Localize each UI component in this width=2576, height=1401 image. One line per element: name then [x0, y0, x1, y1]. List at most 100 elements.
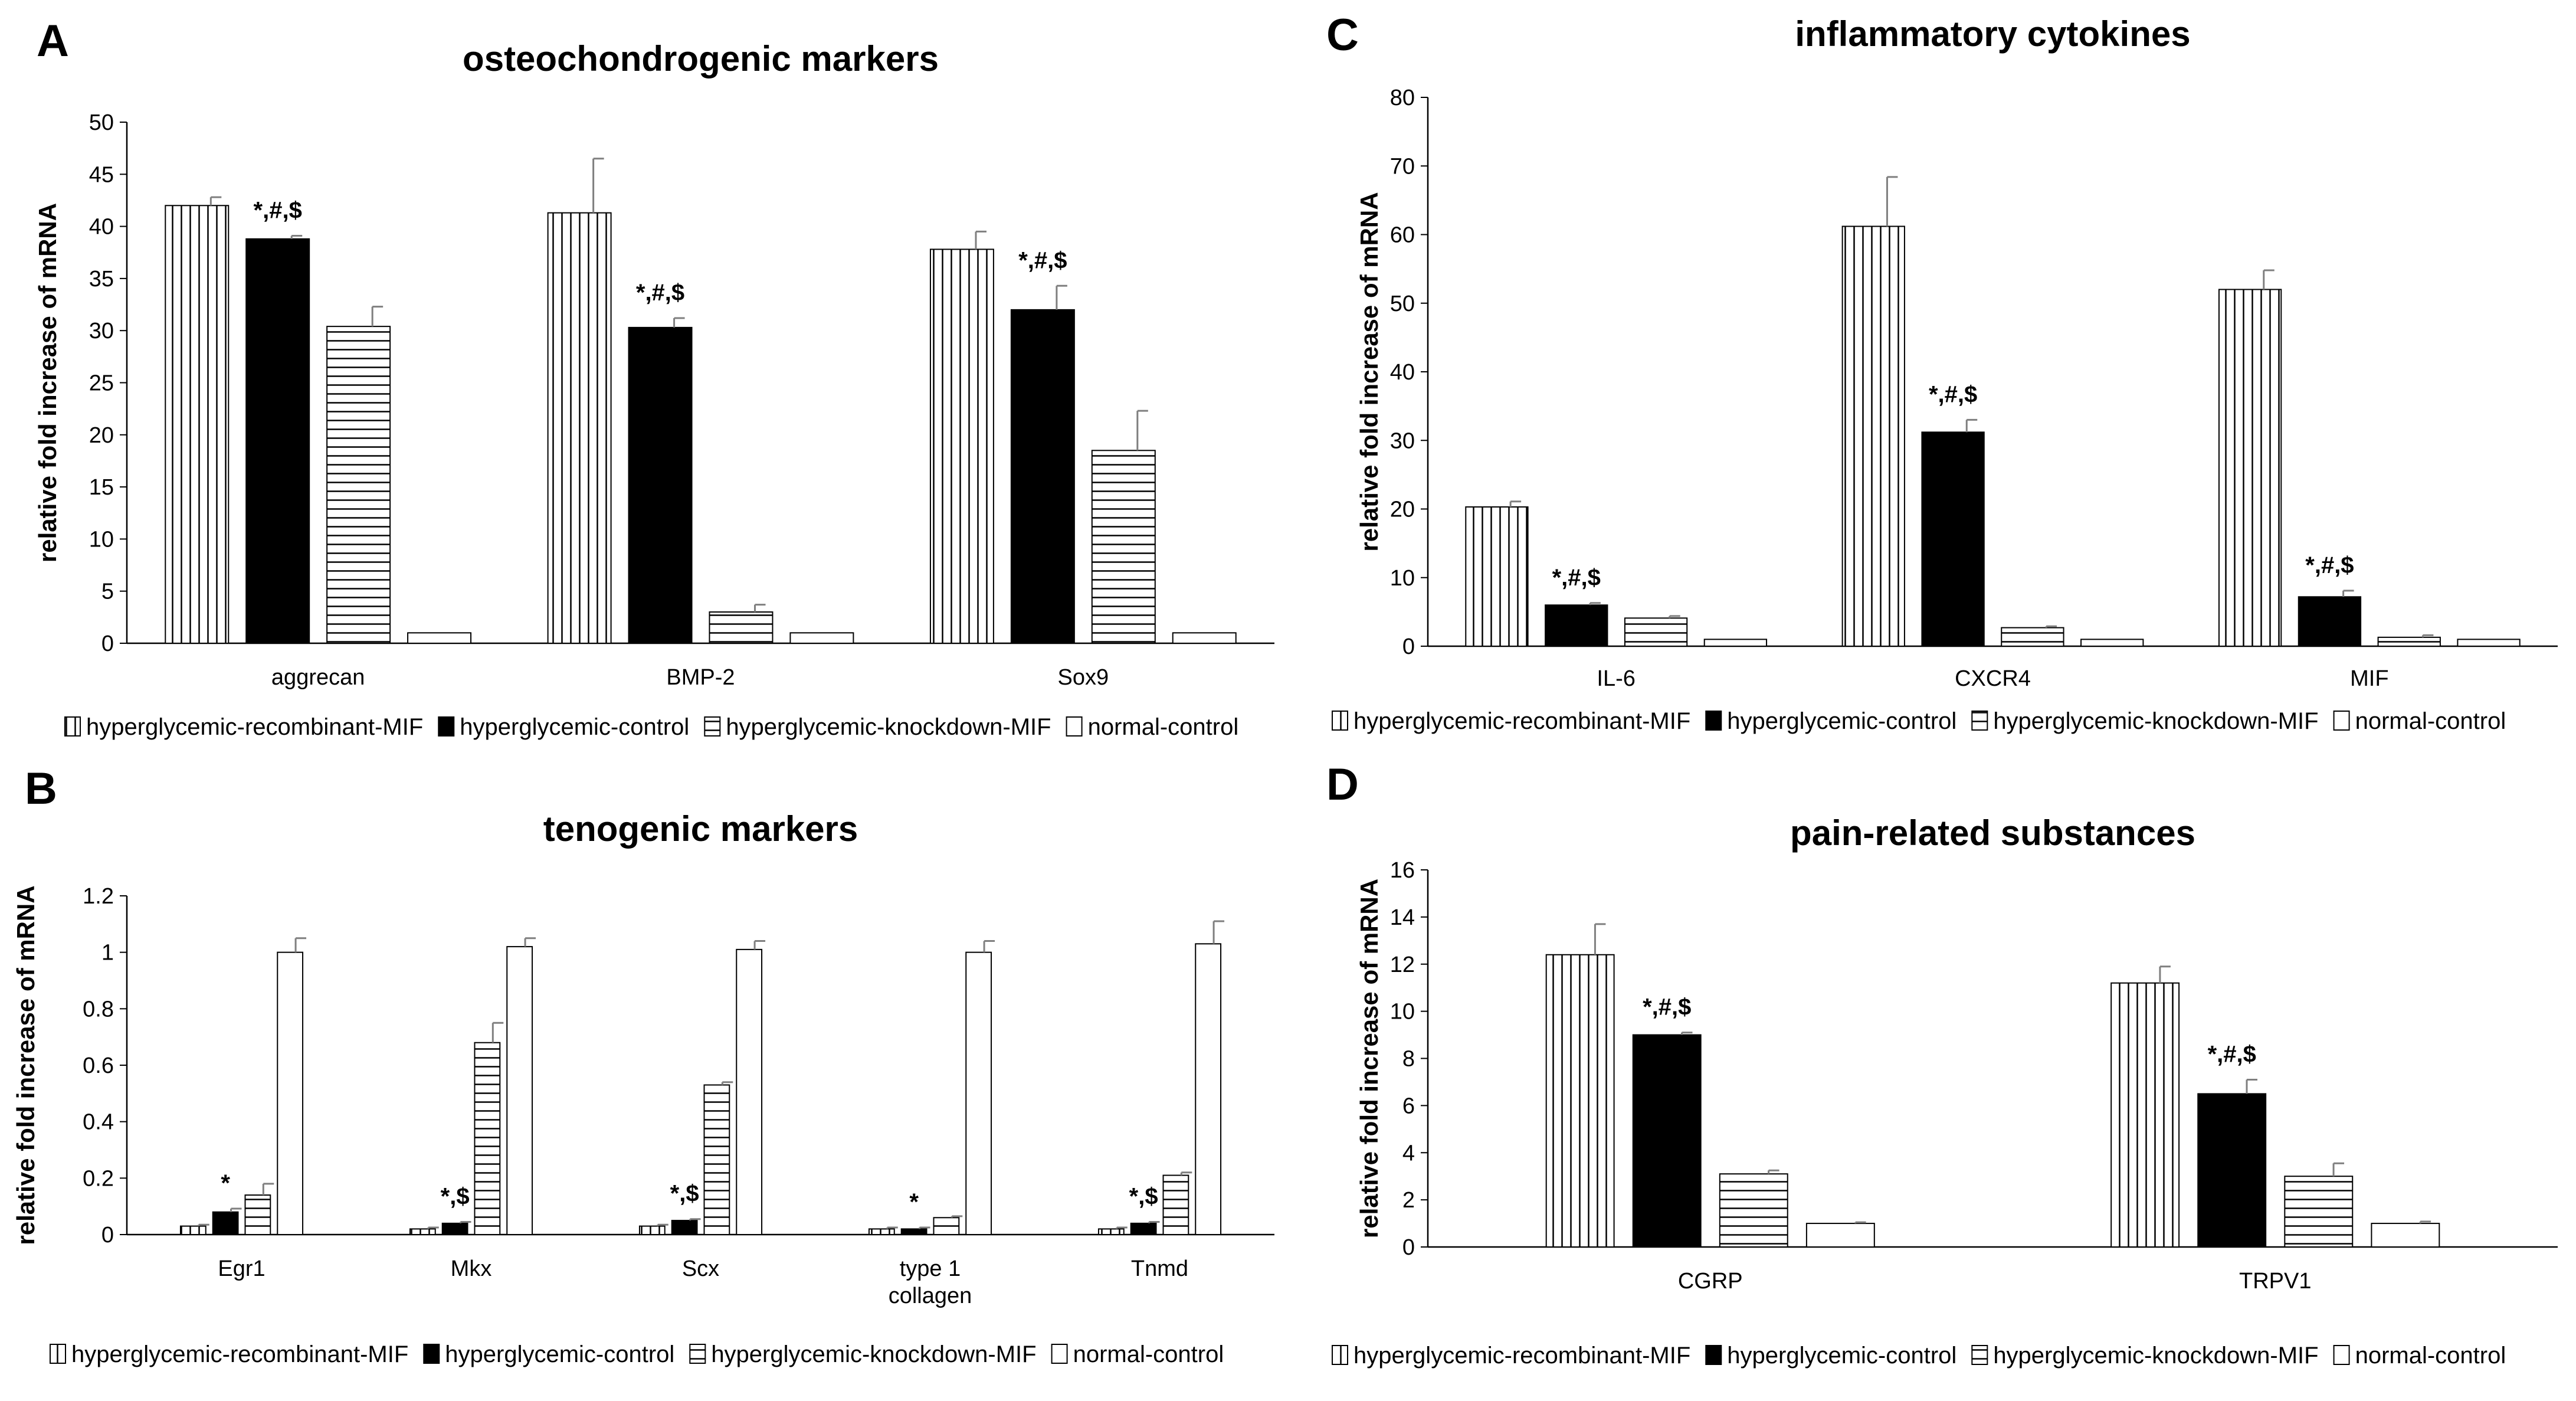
category-label: CXCR4	[1955, 666, 2031, 691]
bar-c-3-0	[1703, 639, 1768, 647]
category-label: IL-6	[1597, 666, 1635, 691]
y-tick-label: 20	[89, 423, 114, 448]
legend-swatch-rec	[50, 1344, 66, 1364]
y-tick-label: 40	[1390, 360, 1415, 385]
y-tick-label: 0	[1402, 1235, 1415, 1260]
y-tick-label: 0	[1402, 634, 1415, 659]
bar-c-0-1	[1841, 225, 1905, 647]
category-label: TRPV1	[2239, 1269, 2311, 1294]
legend: hyperglycemic-recombinant-MIF hyperglycem…	[1332, 708, 2506, 734]
legend-swatch-norm	[2333, 1345, 2350, 1365]
legend-label: hyperglycemic-knockdown-MIF	[1993, 1343, 2318, 1369]
legend-label: hyperglycemic-recombinant-MIF	[71, 1341, 408, 1367]
bar-a-2-0	[326, 326, 391, 644]
significance-annotation: *,#,$	[2208, 1041, 2256, 1067]
bar-b-2-2	[703, 1084, 730, 1235]
y-tick-label: 0.2	[83, 1166, 114, 1191]
bar-a-3-1	[789, 632, 854, 644]
legend-swatch-ctrl	[438, 716, 455, 736]
bar-b-1-2	[671, 1220, 698, 1235]
category-label: Egr1	[218, 1256, 265, 1281]
y-tick-label: 1.2	[83, 884, 114, 909]
y-tick-label: 0	[101, 631, 114, 656]
category-label: Scx	[682, 1256, 719, 1281]
y-tick-label: 0.6	[83, 1053, 114, 1078]
bar-c-3-1	[2080, 639, 2144, 647]
bar-a-3-0	[407, 632, 472, 644]
legend-label: hyperglycemic-knockdown-MIF	[726, 714, 1051, 740]
y-tick-label: 14	[1390, 905, 1415, 930]
y-tick-label: 16	[1390, 858, 1415, 883]
bar-b-1-1	[441, 1222, 468, 1236]
significance-annotation: *,#,$	[254, 197, 302, 223]
y-tick-label: 0.8	[83, 997, 114, 1022]
significance-annotation: *,#,$	[1552, 565, 1601, 591]
bar-c-0-2	[2218, 289, 2282, 647]
bar-b-3-2	[736, 948, 763, 1235]
y-tick-label: 12	[1390, 952, 1415, 977]
significance-annotation: *,$	[670, 1181, 699, 1207]
bar-b-3-3	[965, 951, 992, 1235]
legend-label: hyperglycemic-recombinant-MIF	[86, 714, 423, 740]
bar-d-2-0	[1719, 1173, 1788, 1248]
legend-label: hyperglycemic-control	[445, 1341, 674, 1367]
legend-swatch-ctrl	[1705, 1345, 1722, 1365]
legend-label: hyperglycemic-recombinant-MIF	[1353, 1343, 1690, 1369]
significance-annotation: *	[909, 1189, 919, 1215]
legend-label: hyperglycemic-control	[460, 714, 689, 740]
category-label: MIF	[2350, 666, 2388, 691]
legend: hyperglycemic-recombinant-MIF hyperglycem…	[50, 1341, 1224, 1367]
y-tick-label: 30	[89, 319, 114, 343]
y-tick-label: 10	[89, 527, 114, 552]
significance-annotation: *,$	[1129, 1183, 1158, 1209]
y-tick-label: 10	[1390, 1000, 1415, 1024]
legend-label: normal-control	[1073, 1341, 1224, 1367]
bar-c-0-0	[1465, 506, 1529, 647]
chart-title: inflammatory cytokines	[1795, 14, 2190, 54]
bar-b-3-4	[1195, 943, 1222, 1235]
bar-b-3-1	[506, 946, 533, 1235]
chart-title: pain-related substances	[1790, 813, 2195, 853]
bar-d-2-1	[2284, 1176, 2354, 1248]
legend-swatch-ctrl	[423, 1344, 440, 1364]
legend-label: hyperglycemic-control	[1727, 1343, 1956, 1369]
bar-d-0-0	[1545, 954, 1615, 1248]
category-label: type 1 collagen	[889, 1256, 972, 1308]
legend-swatch-kd	[689, 1344, 706, 1364]
bar-d-3-1	[2371, 1223, 2440, 1248]
legend-swatch-rec	[64, 716, 81, 736]
y-tick-label: 0	[101, 1223, 114, 1248]
legend-label: hyperglycemic-recombinant-MIF	[1353, 708, 1690, 734]
legend-swatch-norm	[2333, 711, 2350, 731]
legend-label: normal-control	[2355, 708, 2506, 734]
bar-d-1-1	[2197, 1093, 2267, 1248]
bar-a-1-0	[245, 238, 310, 644]
y-axis-label: relative fold increase of mRNA	[1355, 879, 1383, 1238]
bar-b-0-0	[179, 1225, 207, 1235]
bar-c-2-1	[2001, 627, 2064, 647]
bar-b-2-4	[1162, 1174, 1189, 1236]
legend-swatch-rec	[1332, 711, 1348, 731]
legend-swatch-norm	[1066, 716, 1083, 736]
y-tick-label: 10	[1390, 566, 1415, 591]
bar-a-3-2	[1172, 632, 1237, 644]
bar-b-2-1	[474, 1042, 501, 1235]
bar-a-0-2	[929, 248, 994, 644]
panel-letter: A	[37, 16, 69, 66]
category-label: CGRP	[1678, 1269, 1743, 1294]
y-tick-label: 35	[89, 267, 114, 292]
bar-c-3-2	[2457, 639, 2521, 647]
legend-swatch-norm	[1051, 1344, 1068, 1364]
bar-c-2-2	[2377, 636, 2441, 647]
bar-a-0-0	[165, 205, 230, 644]
panel-letter: C	[1326, 10, 1359, 60]
bar-b-0-1	[409, 1228, 436, 1236]
significance-annotation: *,#,$	[2305, 552, 2354, 578]
bar-d-0-1	[2110, 982, 2180, 1248]
category-label: Sox9	[1058, 665, 1109, 690]
bar-a-2-2	[1091, 450, 1156, 644]
y-tick-label: 60	[1390, 223, 1415, 248]
y-tick-label: 80	[1390, 86, 1415, 110]
